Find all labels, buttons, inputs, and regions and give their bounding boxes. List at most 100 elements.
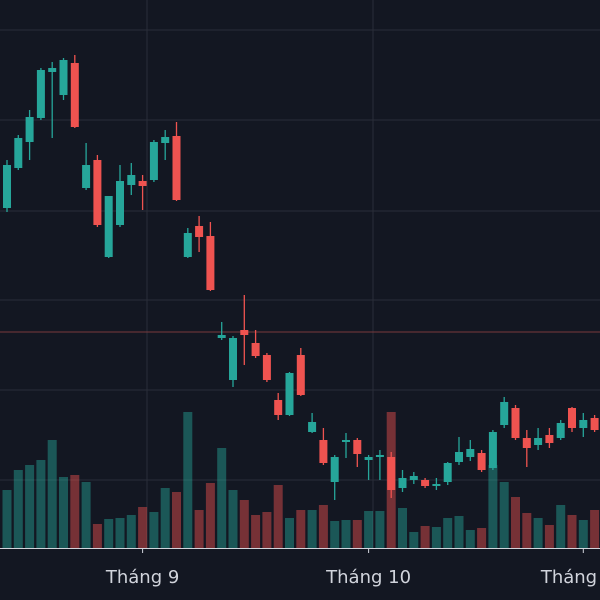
volume-bar <box>318 505 328 548</box>
volume-bar <box>307 510 317 548</box>
volume-bar <box>160 488 170 548</box>
volume-bar <box>92 524 102 548</box>
volume-bar <box>420 526 430 548</box>
candle-body <box>36 70 45 118</box>
candle-body <box>590 418 599 430</box>
candle-body <box>387 457 396 490</box>
volume-bar <box>149 512 159 548</box>
candle-body <box>398 478 407 488</box>
volume-bar <box>454 516 464 548</box>
volume-bar <box>172 492 181 548</box>
candle-body <box>534 438 543 445</box>
candle-body <box>104 196 113 257</box>
candle-body <box>330 457 339 482</box>
candle-body <box>206 236 215 290</box>
volume-bar <box>262 512 272 548</box>
candle-body <box>70 63 79 127</box>
volume-bar <box>544 525 554 548</box>
volume-bar <box>567 515 577 548</box>
volume-bar <box>25 465 35 548</box>
candle-body <box>556 423 565 438</box>
candle-body <box>375 455 384 457</box>
volume-bar <box>465 530 475 548</box>
candle-body <box>183 233 192 257</box>
candle-body <box>285 373 294 415</box>
candle-body <box>59 60 68 95</box>
volume-bar <box>194 510 204 548</box>
candle-body <box>195 226 204 237</box>
candle-body <box>342 440 350 442</box>
volume-bar <box>296 510 306 548</box>
volume-bar <box>81 482 91 548</box>
candle-body <box>116 181 124 225</box>
volume-bar <box>533 518 543 548</box>
volume-bar <box>443 518 453 548</box>
volume-bar <box>488 465 498 548</box>
candle-body <box>488 432 497 468</box>
candle-body <box>217 335 226 338</box>
candle-body <box>274 400 283 415</box>
candle-body <box>319 440 328 463</box>
candle-body <box>127 175 136 185</box>
candle-body <box>251 343 260 356</box>
candle-body <box>93 160 102 225</box>
volume-bar <box>511 497 520 548</box>
volume-bar <box>115 518 125 548</box>
volume-bar <box>138 507 148 548</box>
candle-body <box>579 420 588 428</box>
candle-layer <box>3 55 599 500</box>
volume-bar <box>341 520 351 548</box>
candle-body <box>455 452 463 462</box>
volume-bar <box>556 505 566 548</box>
volume-bar <box>431 527 441 548</box>
x-labels: Tháng 9 Tháng 10 Tháng 11 <box>105 548 600 588</box>
volume-bar <box>70 475 80 548</box>
candle-body <box>172 136 181 200</box>
volume-bar <box>522 513 532 548</box>
candle-body <box>511 408 520 438</box>
volume-bar <box>13 470 23 548</box>
volume-bar <box>375 511 385 548</box>
volume-bar <box>590 510 600 548</box>
volume-bar <box>183 412 193 548</box>
x-tick-label: Tháng 11 <box>540 567 600 588</box>
candle-body <box>522 438 531 448</box>
volume-bar <box>352 520 362 548</box>
candle-body <box>149 142 158 180</box>
volume-bar <box>47 440 57 548</box>
volume-bar <box>285 518 294 548</box>
x-tick-label: Tháng 9 <box>105 567 179 588</box>
volume-bar <box>228 490 238 548</box>
volume-layer <box>2 412 600 548</box>
volume-bar <box>273 485 283 548</box>
candle-body <box>353 440 362 454</box>
candle-body <box>432 484 441 486</box>
candle-body <box>500 402 509 425</box>
volume-bar <box>477 528 487 548</box>
candle-body <box>262 355 271 380</box>
volume-bar <box>239 500 249 548</box>
candle-body <box>3 165 11 208</box>
candle-body <box>229 338 237 380</box>
volume-bar <box>578 520 588 548</box>
candle-body <box>48 68 57 72</box>
volume-bar <box>126 515 136 548</box>
volume-bar <box>2 490 12 548</box>
x-tick-label: Tháng 10 <box>325 567 411 588</box>
candle-body <box>568 408 576 428</box>
candle-body <box>545 435 554 443</box>
candle-body <box>308 422 317 432</box>
volume-bar <box>205 483 215 548</box>
candle-body <box>364 457 373 460</box>
volume-bar <box>217 448 227 548</box>
candle-body <box>421 480 430 486</box>
volume-bar <box>36 460 46 548</box>
candle-body <box>161 137 170 143</box>
volume-bar <box>499 482 509 548</box>
volume-bar <box>330 521 340 548</box>
candle-body <box>409 476 418 480</box>
candle-body <box>296 355 305 395</box>
candle-body <box>477 453 486 470</box>
